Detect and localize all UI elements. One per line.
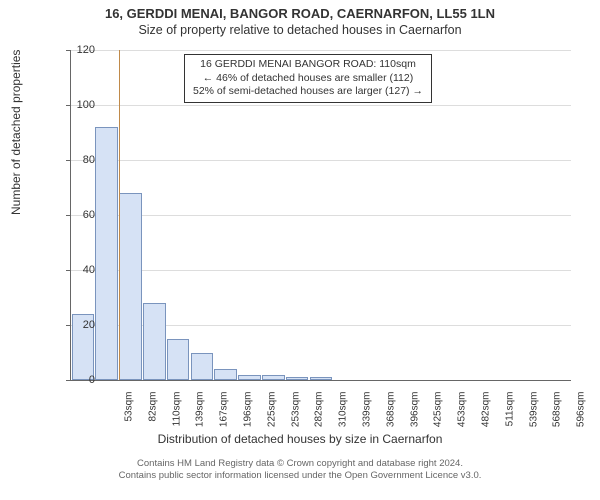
xtick-label: 282sqm [314,392,325,442]
gridline [71,105,571,106]
xtick-label: 53sqm [123,392,134,442]
ytick-label: 120 [55,44,95,56]
gridline [71,215,571,216]
chart-header: 16, GERDDI MENAI, BANGOR ROAD, CAERNARFO… [0,0,600,37]
histogram-bar [238,375,261,381]
xtick-label: 539sqm [528,392,539,442]
footer-line-1: Contains HM Land Registry data © Crown c… [0,458,600,470]
xtick-label: 396sqm [409,392,420,442]
histogram-bar [191,353,214,381]
histogram-bar [119,193,142,380]
histogram-bar [143,303,166,380]
xtick-label: 482sqm [481,392,492,442]
address-title: 16, GERDDI MENAI, BANGOR ROAD, CAERNARFO… [0,6,600,21]
ytick-label: 60 [55,209,95,221]
histogram-bar [262,375,285,381]
ytick-label: 0 [55,374,95,386]
histogram-bar [167,339,190,380]
ytick-label: 40 [55,264,95,276]
annotation-line: ← 46% of detached houses are smaller (11… [193,72,423,86]
histogram-bar [95,127,118,380]
xtick-label: 139sqm [195,392,206,442]
highlight-line [119,50,120,380]
xtick-label: 110sqm [171,392,182,442]
attribution-footer: Contains HM Land Registry data © Crown c… [0,458,600,483]
annotation-line: 16 GERDDI MENAI BANGOR ROAD: 110sqm [193,58,423,72]
xtick-label: 339sqm [362,392,373,442]
xtick-label: 196sqm [242,392,253,442]
ytick-label: 100 [55,99,95,111]
y-axis-label: Number of detached properties [9,50,23,215]
annotation-line: 52% of semi-detached houses are larger (… [193,85,423,99]
ytick-label: 80 [55,154,95,166]
xtick-label: 368sqm [385,392,396,442]
xtick-label: 511sqm [504,392,515,442]
xtick-label: 568sqm [552,392,563,442]
xtick-label: 82sqm [147,392,158,442]
xtick-label: 253sqm [290,392,301,442]
xtick-label: 596sqm [576,392,587,442]
gridline [71,270,571,271]
histogram-bar [286,377,309,380]
xtick-label: 225sqm [266,392,277,442]
histogram-bar [310,377,333,380]
xtick-label: 310sqm [338,392,349,442]
histogram-bar [214,369,237,380]
footer-line-2: Contains public sector information licen… [0,470,600,482]
xtick-label: 453sqm [457,392,468,442]
subtitle: Size of property relative to detached ho… [0,23,600,37]
xtick-label: 425sqm [433,392,444,442]
histogram-plot: 16 GERDDI MENAI BANGOR ROAD: 110sqm← 46%… [70,50,571,381]
ytick-label: 20 [55,319,95,331]
gridline [71,160,571,161]
annotation-box: 16 GERDDI MENAI BANGOR ROAD: 110sqm← 46%… [184,54,432,103]
gridline [71,50,571,51]
xtick-label: 167sqm [219,392,230,442]
